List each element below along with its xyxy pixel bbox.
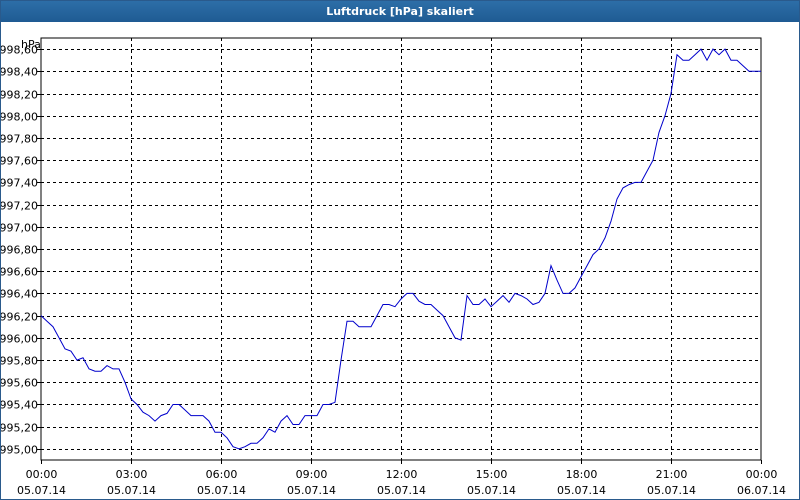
y-tick-label: 998,20 xyxy=(1,89,38,102)
y-tick-labels: 995,00 995,20 995,40 995,60 995,80 996,00 996,… xyxy=(1,44,38,457)
x-tick-date: 05.07.14 xyxy=(287,484,336,497)
x-tick-time: 09:00 xyxy=(296,468,328,481)
y-tick-label: 996,20 xyxy=(1,311,38,324)
y-tick-label: 997,20 xyxy=(1,200,38,213)
pressure-series-line xyxy=(40,48,761,450)
x-tick-time: 15:00 xyxy=(476,468,508,481)
y-tick-label: 996,40 xyxy=(1,288,38,301)
y-tick-label: 998,60 xyxy=(1,44,38,57)
x-tick-time: 18:00 xyxy=(566,468,598,481)
x-tick-date: 05.07.14 xyxy=(467,484,516,497)
y-tick-label: 997,40 xyxy=(1,177,38,190)
x-tick-date: 05.07.14 xyxy=(557,484,606,497)
y-tick-label: 995,80 xyxy=(1,355,38,368)
x-tick-date: 05.07.14 xyxy=(17,484,66,497)
series-layer xyxy=(40,48,761,450)
y-tick-label: 995,20 xyxy=(1,422,38,435)
x-tick-date: 05.07.14 xyxy=(107,484,156,497)
x-tick-time: 21:00 xyxy=(656,468,688,481)
x-tick-time: 00:00 xyxy=(26,468,58,481)
y-tick-label: 995,00 xyxy=(1,444,38,457)
x-tick-date: 05.07.14 xyxy=(377,484,426,497)
x-tick-time: 12:00 xyxy=(386,468,418,481)
x-tick-time: 03:00 xyxy=(116,468,148,481)
y-tick-label: 996,80 xyxy=(1,244,38,257)
y-tick-label: 997,80 xyxy=(1,133,38,146)
y-tick-label: 997,60 xyxy=(1,155,38,168)
pressure-chart: hPa 995,00 995,20 995,40 995,60 995,80 996,00… xyxy=(1,37,786,497)
x-tick-date: 06.07.14 xyxy=(737,484,786,497)
x-tick-date: 05.07.14 xyxy=(197,484,246,497)
y-unit-label: hPa xyxy=(21,38,41,51)
x-tick-time: 06:00 xyxy=(206,468,238,481)
x-tick-date: 05.07.14 xyxy=(647,484,696,497)
y-tick-label: 996,00 xyxy=(1,333,38,346)
y-tick-label: 998,00 xyxy=(1,111,38,124)
y-tick-label: 995,40 xyxy=(1,399,38,412)
y-tick-label: 998,40 xyxy=(1,66,38,79)
y-tick-label: 995,60 xyxy=(1,377,38,390)
y-tick-label: 996,60 xyxy=(1,266,38,279)
grid-layer xyxy=(37,37,762,464)
y-tick-label: 997,00 xyxy=(1,222,38,235)
x-tick-time: 00:00 xyxy=(746,468,778,481)
x-tick-labels: 00:00 05.07.14 03:00 05.07.14 06:00 05.07.14 0… xyxy=(17,468,786,497)
window-title: Luftdruck [hPa] skaliert xyxy=(1,1,799,22)
